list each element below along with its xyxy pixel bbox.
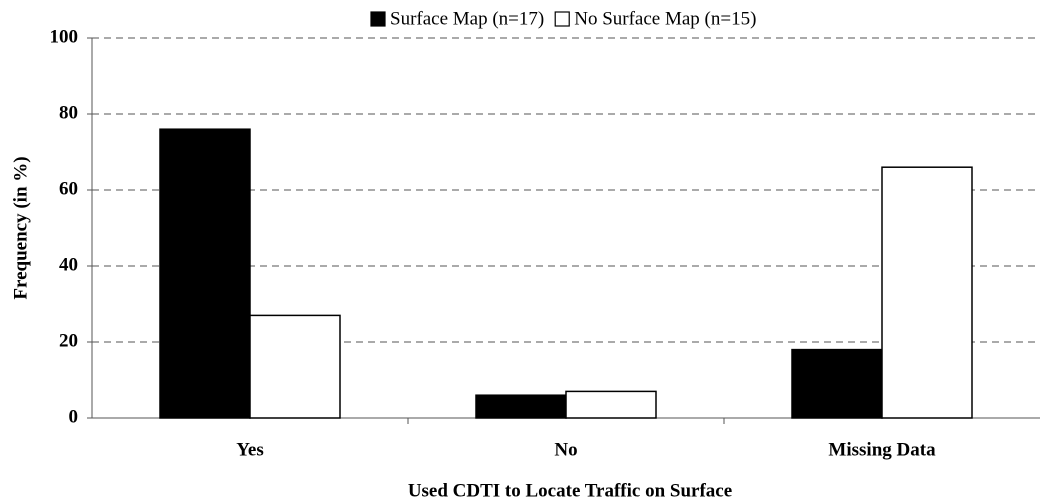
y-tick-label: 40 xyxy=(59,254,78,275)
x-tick-label: Yes xyxy=(236,439,263,460)
x-tick-label: Missing Data xyxy=(828,439,936,460)
y-tick-label: 100 xyxy=(50,26,79,47)
x-tick-label: No xyxy=(554,439,577,460)
bar xyxy=(475,394,567,419)
bar xyxy=(249,314,341,419)
bar xyxy=(791,348,883,419)
y-tick-label: 0 xyxy=(69,406,79,427)
bar xyxy=(565,390,657,419)
y-tick-label: 80 xyxy=(59,102,78,123)
legend-swatch xyxy=(554,11,570,27)
legend-label: No Surface Map (n=15) xyxy=(574,8,756,29)
bar xyxy=(159,128,251,419)
bar xyxy=(881,166,973,419)
legend-label: Surface Map (n=17) xyxy=(390,8,544,29)
legend-swatch xyxy=(370,11,386,27)
y-axis-label: Frequency (in %) xyxy=(10,156,31,299)
y-tick-label: 60 xyxy=(59,178,78,199)
y-tick-label: 20 xyxy=(59,330,78,351)
x-axis-label: Used CDTI to Locate Traffic on Surface xyxy=(408,480,732,501)
